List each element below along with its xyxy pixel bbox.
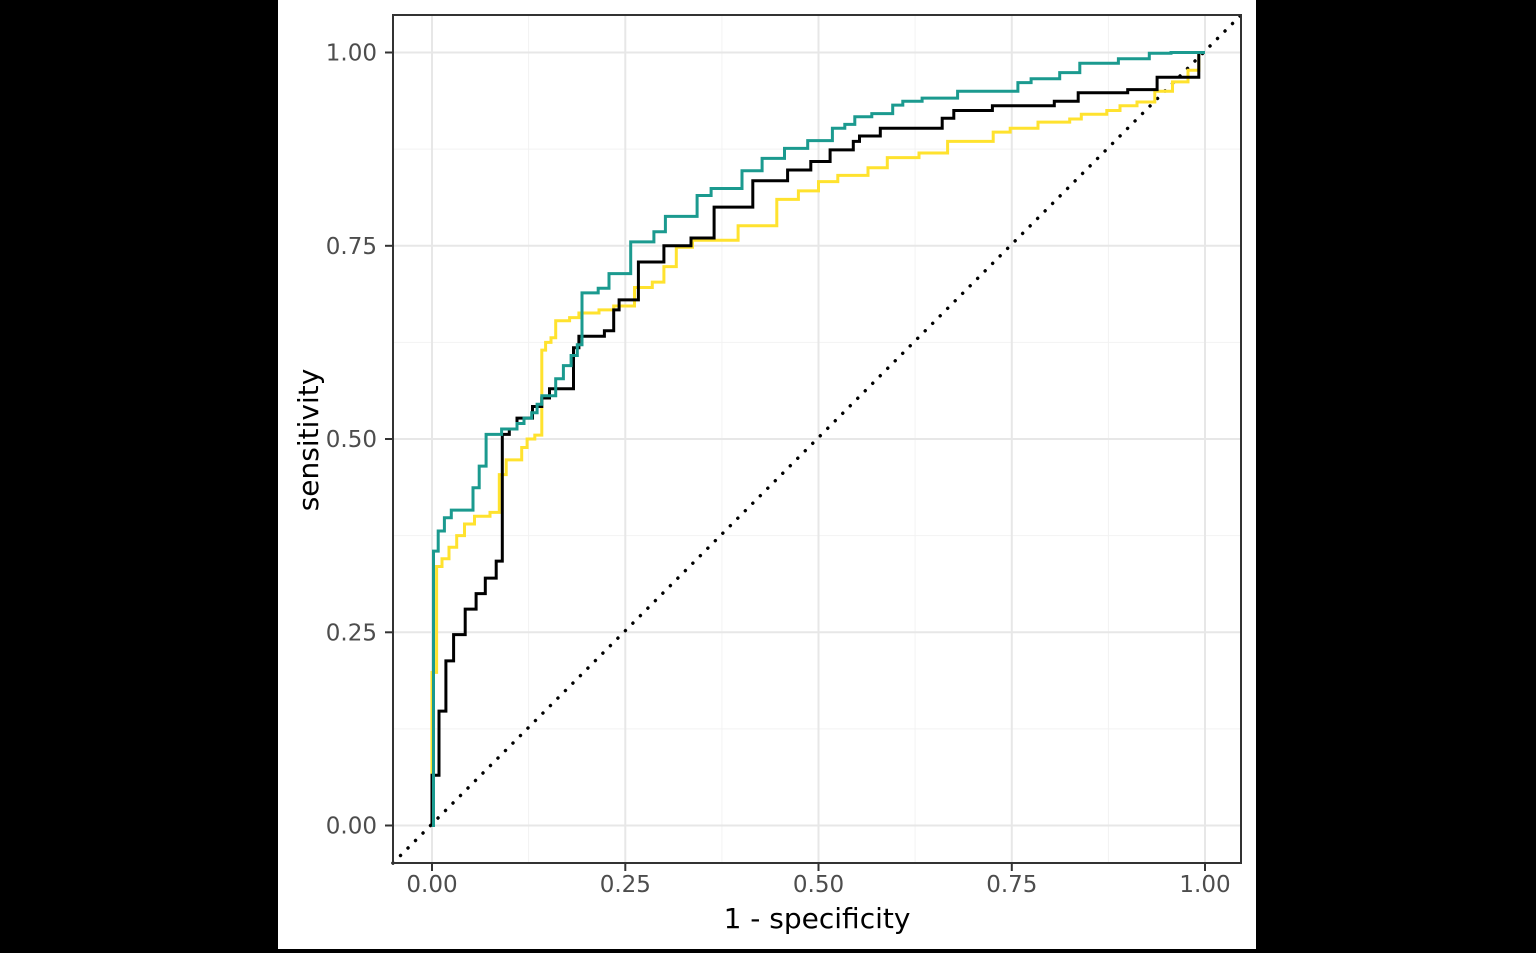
roc-curves	[430, 51, 1205, 827]
roc-plot-figure: 0.00 0.25 0.50 0.75 1.00 0.00 0.25 0.50 0.75 1.0…	[278, 0, 1256, 949]
roc-chart: 0.00 0.25 0.50 0.75 1.00 0.00 0.25 0.50 0.75 1.0…	[278, 0, 1256, 949]
x-tick-labels: 0.00 0.25 0.50 0.75 1.00	[406, 872, 1230, 898]
x-tick-label: 0.50	[793, 872, 844, 898]
y-tick-label: 0.50	[326, 427, 377, 453]
x-tick-label: 0.25	[600, 872, 651, 898]
x-tick-label: 0.75	[986, 872, 1037, 898]
y-tick-label: 0.00	[326, 814, 377, 840]
y-tick-label: 0.25	[326, 620, 377, 646]
plot-background	[278, 0, 1256, 949]
y-tick-label: 0.75	[326, 234, 377, 260]
y-axis-title: sensitivity	[292, 369, 325, 512]
axis-ticks	[385, 51, 1206, 871]
roc-teal-curve	[432, 51, 1205, 827]
x-tick-label: 1.00	[1179, 872, 1230, 898]
y-tick-labels: 0.00 0.25 0.50 0.75 1.00	[326, 41, 377, 840]
x-axis-title: 1 - specificity	[724, 902, 911, 935]
diagonal-reference-line	[391, 13, 1243, 865]
roc-yellow-curve	[430, 51, 1205, 826]
x-tick-label: 0.00	[406, 872, 457, 898]
y-tick-label: 1.00	[326, 41, 377, 67]
grid-major	[393, 15, 1241, 863]
roc-black-curve	[430, 51, 1205, 826]
